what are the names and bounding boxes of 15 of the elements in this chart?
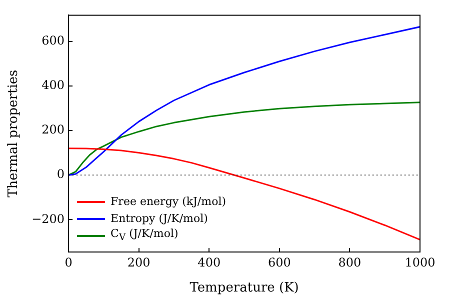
- y-tick-label: 400: [42, 78, 65, 92]
- x-tick-label: 1000: [404, 255, 436, 270]
- x-tick-label: 400: [198, 255, 221, 270]
- x-tick-label: 200: [127, 255, 150, 270]
- y-axis-title: Thermal properties: [6, 70, 22, 198]
- x-tick-label: 600: [268, 255, 291, 270]
- legend-label: Entropy (J/K/mol): [110, 212, 208, 225]
- legend-label: Free energy (kJ/mol): [110, 195, 226, 208]
- y-tick-label: 200: [42, 122, 65, 137]
- legend-label: C$_{V}$ (J/K/mol): [110, 227, 178, 244]
- y-tick-label: −200: [32, 212, 65, 226]
- x-axis-title: Temperature (K): [190, 280, 299, 296]
- y-tick-label: 0: [56, 167, 65, 182]
- y-tick-label: 600: [42, 33, 65, 48]
- x-tick-label: 800: [338, 255, 362, 270]
